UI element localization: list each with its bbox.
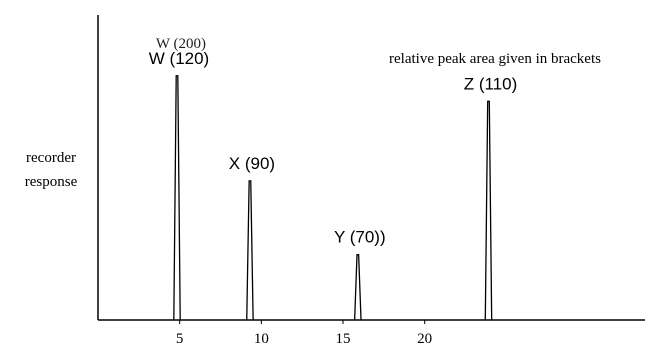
- annotation: relative peak area given in brackets: [389, 51, 601, 67]
- peak-label-0: W (120): [149, 49, 209, 68]
- y-axis-label-line-1: recorder: [26, 150, 76, 166]
- x-tick-label-3: 20: [417, 331, 432, 347]
- peak-label-3: Z (110): [464, 74, 518, 93]
- x-tick-label-0: 5: [176, 331, 184, 347]
- peak-2: [353, 254, 362, 321]
- peak-0: [173, 75, 181, 321]
- peak-1: [246, 180, 254, 321]
- x-tick-label-1: 10: [254, 331, 269, 347]
- y-axis-label-line-2: response: [25, 174, 78, 190]
- ghost-peak-label: W (200): [156, 36, 206, 52]
- peak-3: [484, 100, 493, 321]
- peak-label-1: X (90): [229, 154, 275, 173]
- peak-label-2: Y (70)): [334, 228, 386, 247]
- x-tick-label-2: 15: [336, 331, 351, 347]
